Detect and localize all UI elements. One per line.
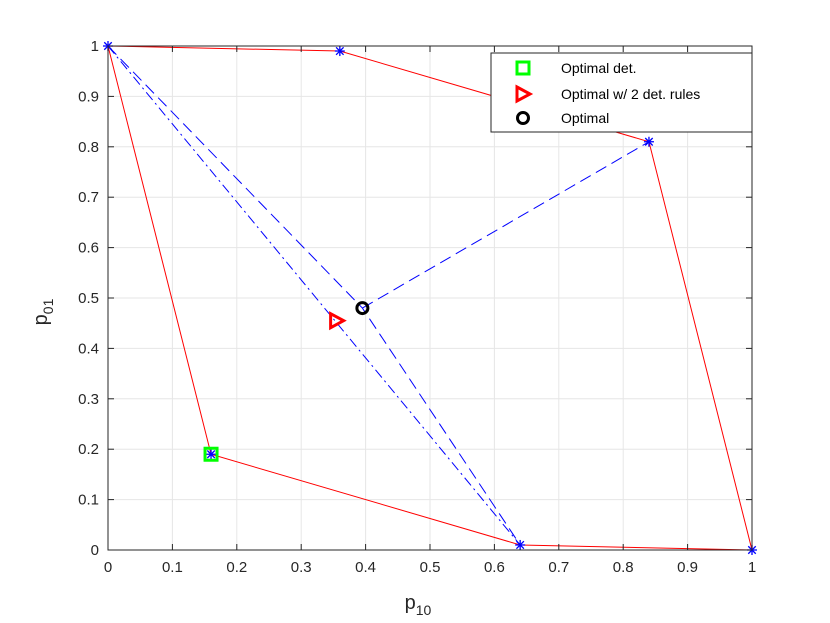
x-tick-label: 0.8 [613, 559, 634, 576]
x-axis-label: p10 [405, 592, 432, 618]
optimal-markers [203, 301, 370, 462]
y-tick-label: 0.9 [78, 88, 99, 105]
legend-square-icon [515, 60, 531, 76]
dashed-connector-line [362, 141, 650, 309]
y-tick-label: 0.3 [78, 391, 99, 408]
x-tick-label: 0.3 [291, 559, 312, 576]
optimal-marker [355, 301, 370, 316]
x-tick-labels: 0 0.1 0.2 0.3 0.4 0.5 0.6 0.7 0.8 0.9 1 [104, 559, 756, 576]
y-tick-label: 0.6 [78, 240, 99, 257]
y-tick-label: 0.7 [78, 189, 99, 206]
x-tick-label: 0.5 [420, 559, 441, 576]
y-tick-label: 0 [91, 542, 99, 559]
y-tick-label: 0.2 [78, 441, 99, 458]
connector-lines [107, 45, 650, 546]
dashdot-connector-line [107, 45, 521, 546]
x-tick-label: 0.4 [355, 559, 376, 576]
y-tick-label: 0.1 [78, 492, 99, 509]
optimal-det-marker [203, 446, 219, 462]
x-tick-label: 0 [104, 559, 112, 576]
x-tick-label: 1 [748, 559, 756, 576]
legend: Optimal det. Optimal w/ 2 det. rules Optim… [490, 52, 753, 133]
y-axis-label-base: p [30, 314, 52, 325]
axis-ticks [107, 45, 753, 551]
y-tick-labels: 0 0.1 0.2 0.3 0.4 0.5 0.6 0.7 0.8 0.9 1 [78, 38, 99, 559]
legend-label: Optimal [561, 110, 609, 126]
vertex-star-marker [643, 136, 654, 147]
legend-label: Optimal w/ 2 det. rules [561, 86, 700, 102]
x-tick-label: 0.7 [548, 559, 569, 576]
legend-triangle-icon [515, 84, 534, 104]
x-tick-label: 0.2 [226, 559, 247, 576]
legend-entries: Optimal det. Optimal w/ 2 det. rules Optim… [515, 60, 700, 126]
y-axis-label: p01 [30, 298, 56, 325]
x-axis-label-sub: 10 [416, 602, 432, 618]
y-tick-label: 1 [91, 38, 99, 55]
optimal-2det-marker [329, 311, 347, 331]
vertex-star-marker [515, 539, 526, 550]
y-tick-label: 0.8 [78, 139, 99, 156]
vertex-star-marker [206, 449, 217, 460]
x-tick-label: 0.1 [162, 559, 183, 576]
legend-box [490, 52, 753, 133]
x-axis-label-base: p [405, 592, 416, 614]
x-tick-label: 0.6 [484, 559, 505, 576]
y-axis-label-sub: 01 [40, 298, 56, 314]
legend-label: Optimal det. [561, 60, 636, 76]
x-tick-label: 0.9 [677, 559, 698, 576]
y-tick-label: 0.4 [78, 340, 99, 357]
y-tick-label: 0.5 [78, 290, 99, 307]
legend-circle-icon [516, 111, 530, 125]
vertex-star-marker [334, 46, 345, 57]
